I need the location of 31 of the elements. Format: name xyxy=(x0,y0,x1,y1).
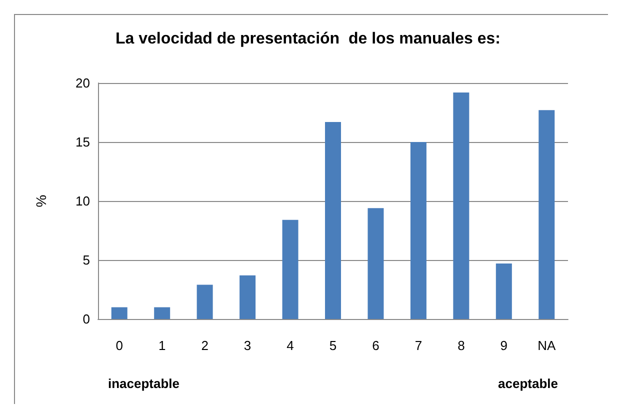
y-tick-label: 10 xyxy=(76,194,90,208)
bar xyxy=(453,92,470,319)
x-tick-label: 2 xyxy=(201,338,208,353)
bar xyxy=(154,307,170,319)
bar xyxy=(538,110,555,319)
x-tick-label: 5 xyxy=(329,338,337,353)
bar xyxy=(325,122,341,319)
y-tick-label: 5 xyxy=(82,252,90,268)
y-tick-label: 15 xyxy=(76,134,90,150)
bar xyxy=(410,142,426,319)
x-tick-label: 0 xyxy=(116,338,123,353)
bar xyxy=(496,264,512,319)
x-tick-label: NA xyxy=(538,338,556,353)
x-tick-label: 3 xyxy=(244,338,252,353)
bar xyxy=(111,307,128,319)
bar xyxy=(196,284,213,319)
bar xyxy=(368,208,384,319)
x-tick-label: 8 xyxy=(458,338,465,353)
text: aceptable xyxy=(498,376,558,391)
bar xyxy=(282,220,298,319)
text: inaceptable xyxy=(108,376,180,391)
y-axis-title: % xyxy=(33,194,49,208)
y-tick-label: 20 xyxy=(76,76,90,90)
x-tick-label: 4 xyxy=(286,338,294,353)
chart-title: La velocidad de presentación de los manuales es: xyxy=(115,30,501,48)
bar xyxy=(240,275,256,319)
y-tick-label: 0 xyxy=(82,312,90,326)
x-tick-label: 7 xyxy=(414,338,422,353)
x-tick-label: 1 xyxy=(158,338,166,353)
x-tick-label: 6 xyxy=(372,338,380,353)
x-tick-label: 9 xyxy=(500,338,508,353)
